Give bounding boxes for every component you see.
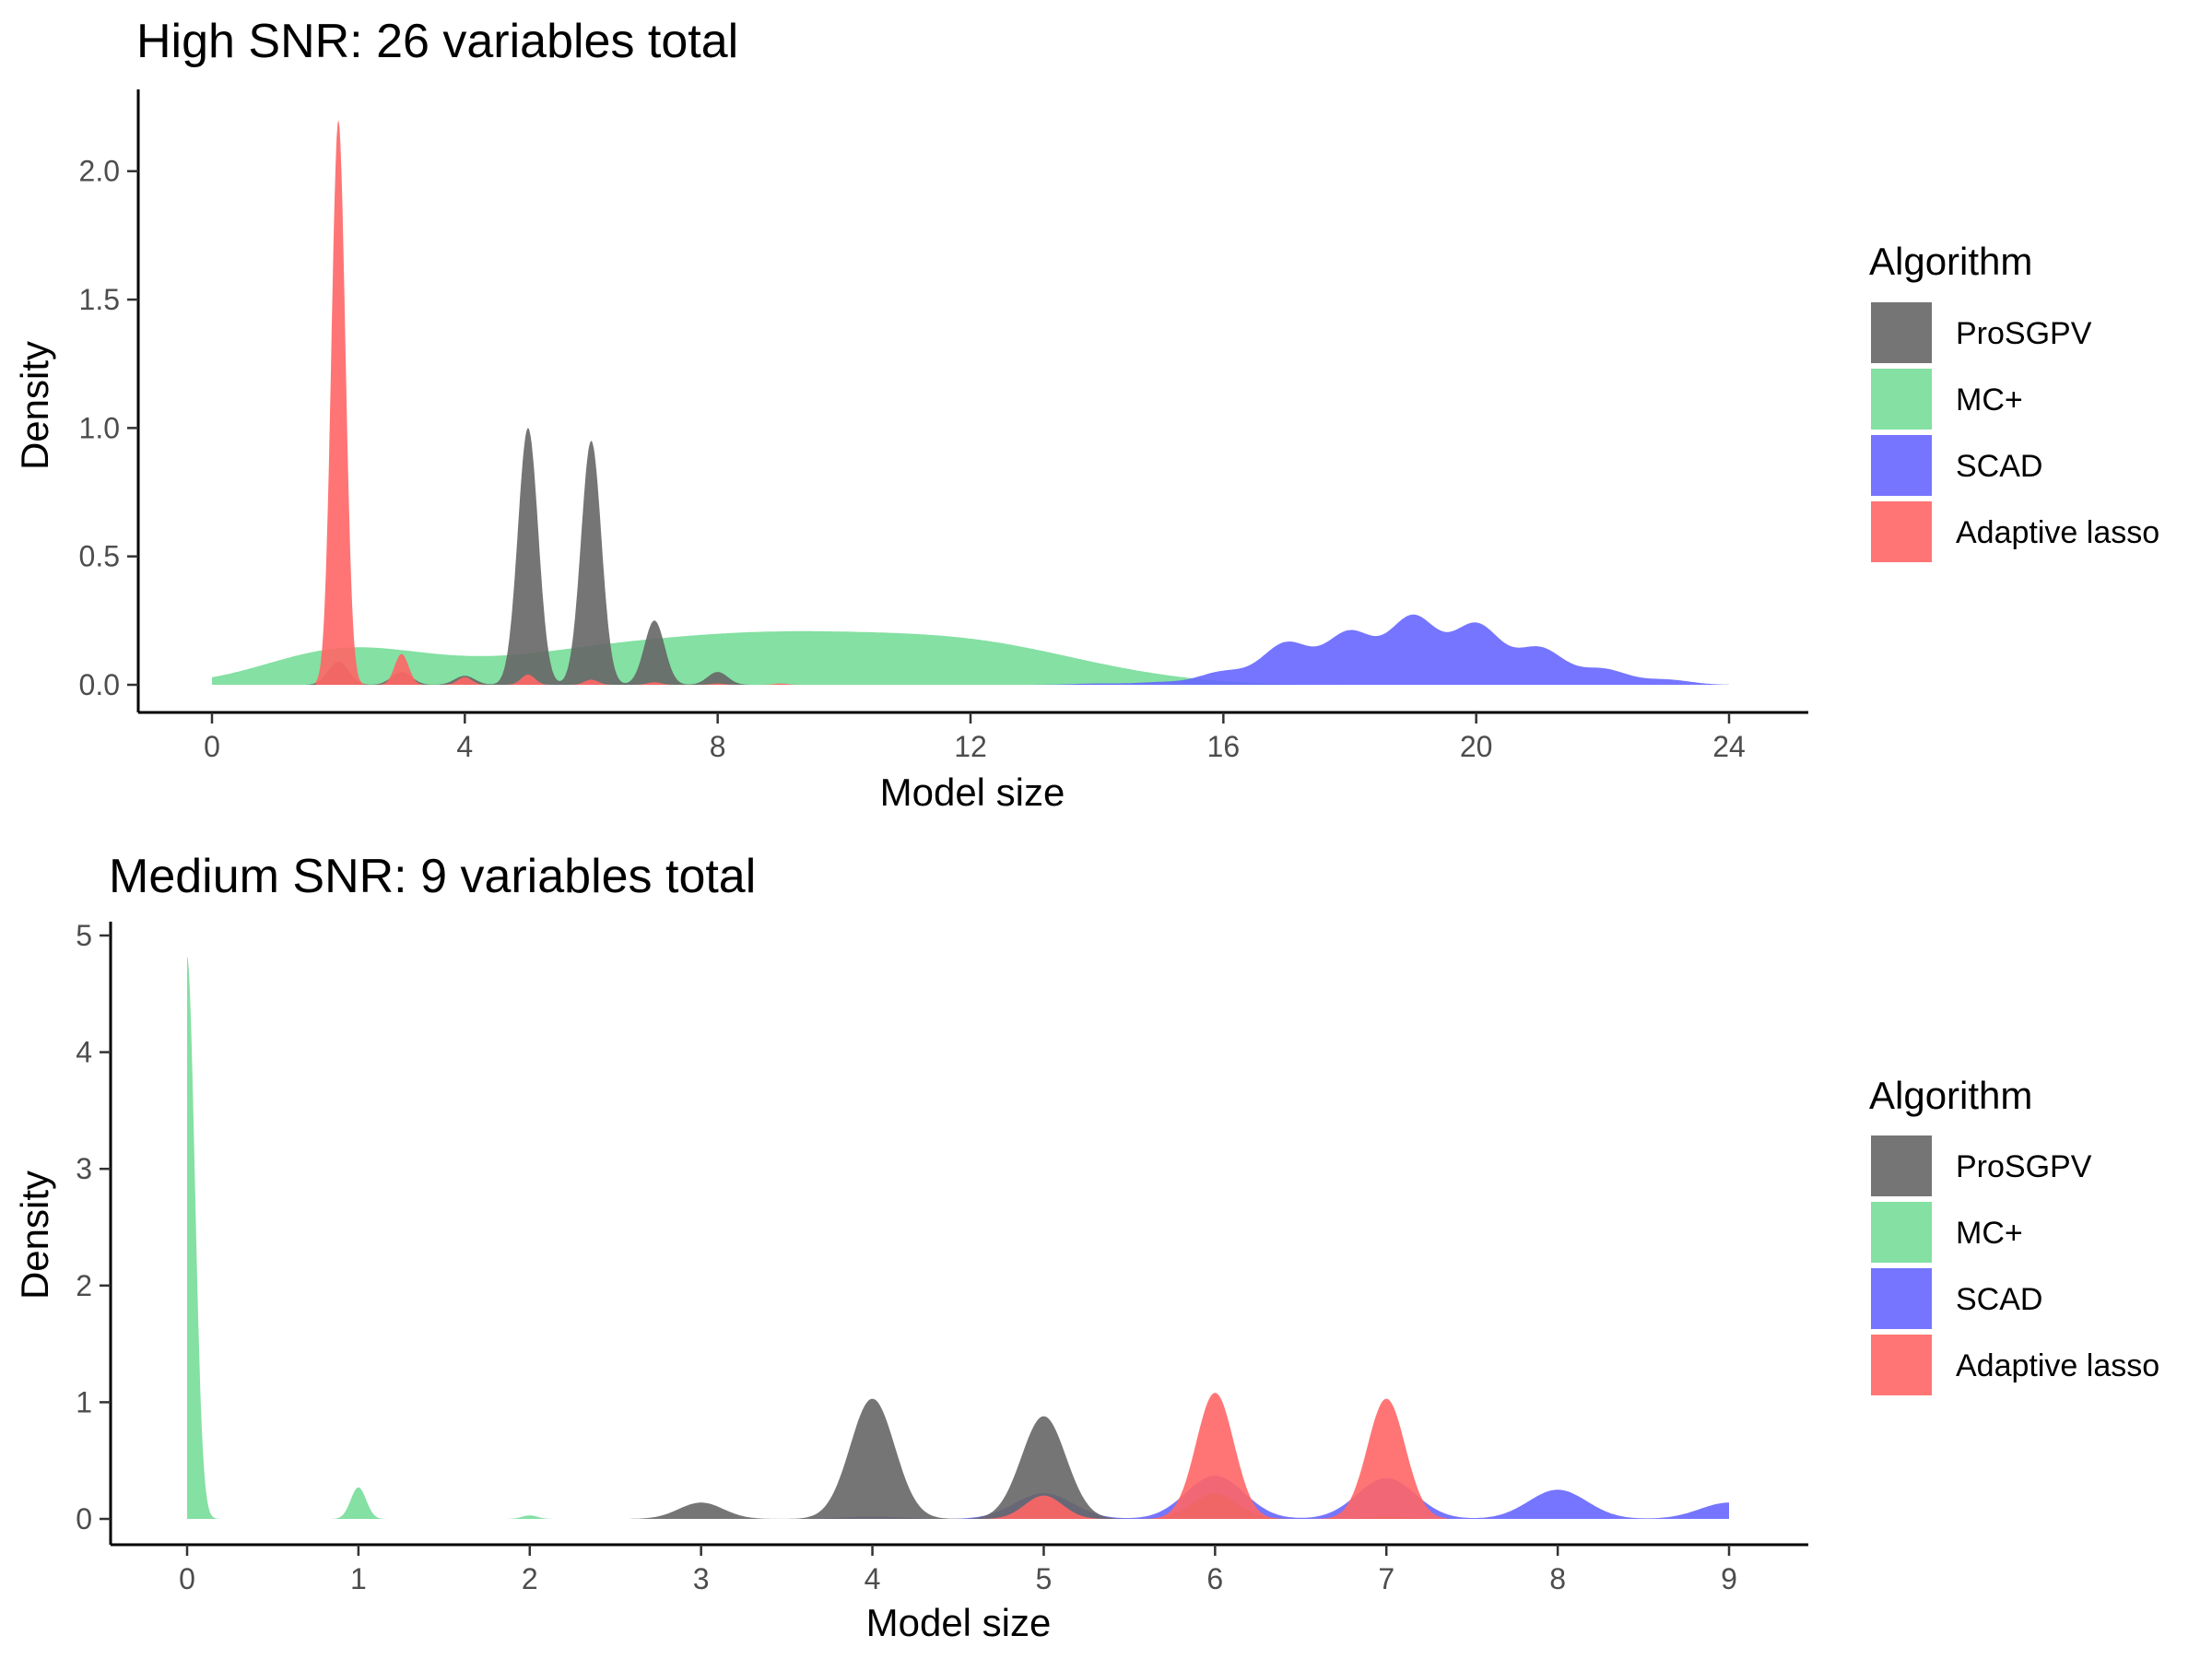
y-tick-label: 2: [76, 1269, 92, 1302]
y-tick-label: 1: [76, 1385, 92, 1418]
x-tick-label: 16: [1207, 730, 1241, 763]
y-tick-label: 3: [76, 1152, 92, 1185]
x-tick-label: 0: [204, 730, 220, 763]
x-tick-label: 6: [1206, 1562, 1223, 1595]
x-tick-label: 4: [865, 1562, 881, 1595]
x-tick-label: 7: [1378, 1562, 1394, 1595]
density-area-scad: [1019, 614, 1729, 685]
x-tick-label: 20: [1460, 730, 1493, 763]
x-tick-label: 1: [350, 1562, 367, 1595]
legend-label: ProSGPV: [1956, 316, 2092, 351]
x-tick-label: 4: [456, 730, 473, 763]
x-tick-label: 24: [1712, 730, 1746, 763]
y-axis-title: Density: [13, 1171, 56, 1300]
density-area-prosgpv: [306, 428, 750, 685]
legend: Algorithm ProSGPV MC+ SCAD Adaptive lasso: [1869, 240, 2159, 562]
legend-label: SCAD: [1956, 449, 2042, 484]
density-area-adaptive-lasso: [983, 1393, 1447, 1519]
legend-label: MC+: [1956, 1216, 2023, 1251]
legend-items: ProSGPV MC+ SCAD Adaptive lasso: [1871, 302, 2159, 562]
legend-key: [1871, 435, 1932, 496]
y-tick-label: 1.5: [79, 283, 120, 316]
legend-key: [1871, 1202, 1932, 1263]
y-tick-label: 0: [76, 1502, 92, 1535]
legend-label: SCAD: [1956, 1282, 2042, 1317]
x-tick-label: 0: [179, 1562, 195, 1595]
legend-key: [1871, 501, 1932, 562]
density-area-adaptive-lasso: [316, 120, 804, 686]
x-tick-label: 5: [1036, 1562, 1053, 1595]
legend-label: Adaptive lasso: [1956, 515, 2159, 550]
x-axis-title: Model size: [880, 771, 1065, 814]
legend-items: ProSGPV MC+ SCAD Adaptive lasso: [1871, 1135, 2159, 1395]
x-tick-label: 3: [693, 1562, 710, 1595]
x-ticks: 0 1 2 3 4 5 6 7 8 9: [179, 1545, 1737, 1595]
legend: Algorithm ProSGPV MC+ SCAD Adaptive lasso: [1869, 1074, 2159, 1395]
y-tick-label: 5: [76, 919, 92, 952]
legend-key: [1871, 1335, 1932, 1395]
legend-key: [1871, 302, 1932, 363]
panel-medium-snr: Medium SNR: 9 variables total 0 1 2 3 4 5 6 7 8 9…: [13, 850, 2159, 1644]
density-area-prosgpv: [629, 1398, 1458, 1519]
y-tick-label: 1.0: [79, 411, 120, 444]
y-ticks: 0.0 0.5 1.0 1.5 2.0: [79, 155, 138, 701]
legend-key: [1871, 369, 1932, 429]
legend-title: Algorithm: [1869, 240, 2032, 283]
density-areas: [212, 120, 1729, 686]
panel-high-snr: High SNR: 26 variables total 0 4 8 12 16 20 24…: [13, 15, 2159, 814]
x-tick-label: 9: [1721, 1562, 1737, 1595]
y-tick-label: 0.0: [79, 668, 120, 701]
x-tick-label: 8: [1549, 1562, 1566, 1595]
x-tick-label: 8: [710, 730, 726, 763]
y-tick-label: 0.5: [79, 540, 120, 573]
x-axis-title: Model size: [866, 1601, 1052, 1644]
x-ticks: 0 4 8 12 16 20 24: [204, 712, 1746, 763]
x-tick-label: 2: [522, 1562, 538, 1595]
legend-key: [1871, 1135, 1932, 1196]
legend-label: ProSGPV: [1956, 1149, 2092, 1184]
y-axis-title: Density: [13, 341, 56, 470]
panel-title: High SNR: 26 variables total: [136, 15, 738, 68]
density-area-mc-: [187, 956, 555, 1519]
y-ticks: 0 1 2 3 4 5: [76, 919, 111, 1535]
legend-title: Algorithm: [1869, 1074, 2032, 1117]
legend-key: [1871, 1268, 1932, 1329]
legend-label: Adaptive lasso: [1956, 1348, 2159, 1383]
y-tick-label: 2.0: [79, 155, 120, 188]
y-tick-label: 4: [76, 1036, 92, 1069]
legend-label: MC+: [1956, 382, 2023, 418]
panel-title: Medium SNR: 9 variables total: [109, 850, 756, 903]
x-tick-label: 12: [954, 730, 987, 763]
density-areas: [187, 956, 1729, 1519]
